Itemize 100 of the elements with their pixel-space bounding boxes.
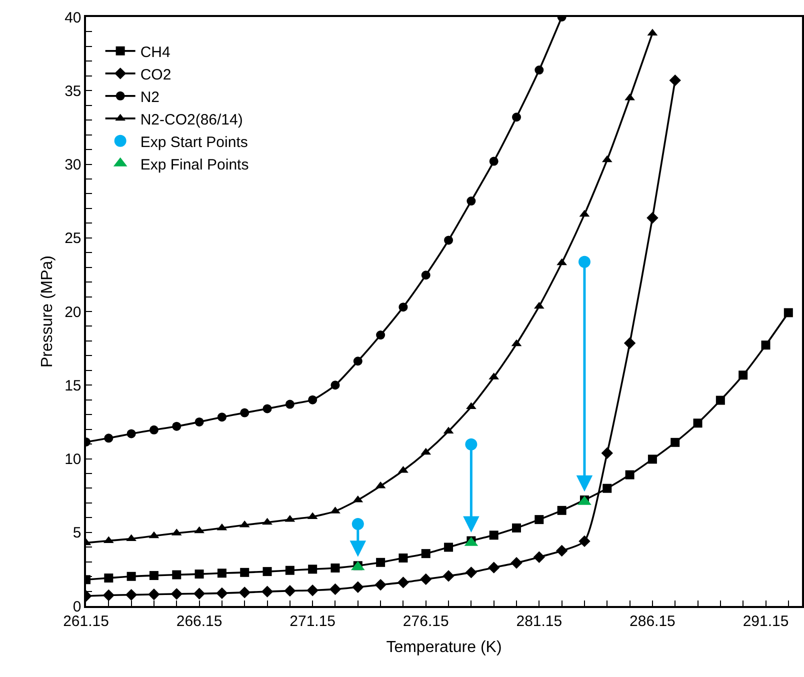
- x-tick-label: 261.15: [63, 612, 109, 630]
- legend-label: Exp Start Points: [140, 134, 248, 151]
- y-axis-title: Pressure (MPa): [38, 255, 56, 368]
- point: [170, 588, 182, 600]
- point: [104, 434, 114, 443]
- point: [738, 370, 748, 380]
- point: [125, 588, 138, 601]
- point: [104, 574, 114, 583]
- point: [376, 330, 386, 340]
- point: [556, 544, 568, 557]
- point: [578, 535, 590, 548]
- point: [624, 93, 635, 100]
- y-tick-label: 30: [64, 156, 82, 174]
- y-tick-label: 35: [64, 82, 82, 100]
- point: [512, 523, 522, 532]
- point: [262, 567, 272, 576]
- point: [330, 380, 340, 390]
- point: [578, 256, 590, 268]
- point: [534, 515, 544, 524]
- point: [465, 438, 478, 450]
- y-tick-label: 5: [72, 524, 82, 542]
- point: [285, 400, 294, 409]
- legend-label: Exp Final Points: [140, 156, 249, 174]
- point: [216, 587, 228, 600]
- point: [398, 302, 408, 312]
- point: [285, 566, 294, 575]
- point: [512, 112, 522, 122]
- point: [488, 562, 500, 574]
- point: [149, 425, 158, 434]
- point: [217, 412, 226, 422]
- point: [466, 196, 476, 206]
- point: [261, 586, 274, 598]
- point: [420, 573, 432, 586]
- point: [442, 570, 454, 582]
- point: [669, 74, 681, 86]
- y-tick-label: 40: [64, 9, 82, 26]
- point: [126, 429, 136, 438]
- x-tick-label: 281.15: [516, 612, 562, 630]
- point: [102, 589, 115, 602]
- point: [194, 526, 204, 534]
- point: [262, 518, 272, 525]
- legend-label: N2: [140, 88, 160, 106]
- x-tick-label: 286.15: [630, 612, 676, 630]
- point: [784, 308, 793, 318]
- point: [352, 581, 364, 593]
- point: [126, 572, 136, 581]
- legend-label: CH4: [140, 44, 170, 61]
- point: [557, 506, 566, 515]
- point: [172, 422, 182, 431]
- x-tick-label: 276.15: [402, 612, 449, 630]
- point: [602, 484, 612, 493]
- point: [421, 270, 430, 280]
- point: [194, 570, 204, 579]
- point: [646, 212, 658, 224]
- point: [648, 454, 657, 464]
- point: [533, 551, 546, 563]
- point: [534, 66, 544, 75]
- point: [444, 236, 454, 245]
- point: [262, 404, 272, 414]
- legend-label: N2-CO2(86/14): [140, 111, 243, 128]
- point: [194, 417, 204, 426]
- point: [149, 571, 158, 580]
- point: [444, 542, 454, 552]
- point: [693, 418, 702, 428]
- point: [308, 395, 318, 404]
- point: [489, 156, 498, 166]
- point: [330, 564, 340, 573]
- x-axis-title: Temperature (K): [386, 638, 502, 656]
- y-tick-label: 20: [64, 304, 82, 321]
- point: [329, 583, 342, 596]
- point: [238, 586, 250, 598]
- point: [421, 549, 430, 558]
- point: [761, 340, 770, 350]
- point: [306, 584, 318, 596]
- point: [624, 337, 636, 350]
- point: [625, 470, 634, 480]
- point: [670, 438, 680, 447]
- point: [240, 408, 250, 418]
- point: [716, 396, 725, 405]
- point: [217, 568, 226, 578]
- x-tick-label: 271.15: [290, 612, 336, 630]
- point: [240, 568, 250, 577]
- point: [398, 554, 408, 562]
- point: [397, 576, 410, 588]
- point: [376, 558, 386, 567]
- point: [148, 588, 160, 600]
- point: [510, 557, 522, 569]
- point: [172, 570, 182, 580]
- x-tick-label: 266.15: [176, 612, 222, 630]
- point: [374, 578, 386, 591]
- legend-label: CO2: [140, 66, 172, 84]
- x-tick-label: 291.15: [742, 612, 789, 630]
- y-tick-label: 10: [64, 451, 82, 468]
- point: [489, 530, 498, 540]
- point: [193, 588, 206, 600]
- point: [465, 566, 478, 578]
- point: [601, 447, 613, 459]
- point: [353, 356, 362, 366]
- y-tick-label: 0: [72, 598, 82, 616]
- y-tick-label: 15: [64, 377, 82, 394]
